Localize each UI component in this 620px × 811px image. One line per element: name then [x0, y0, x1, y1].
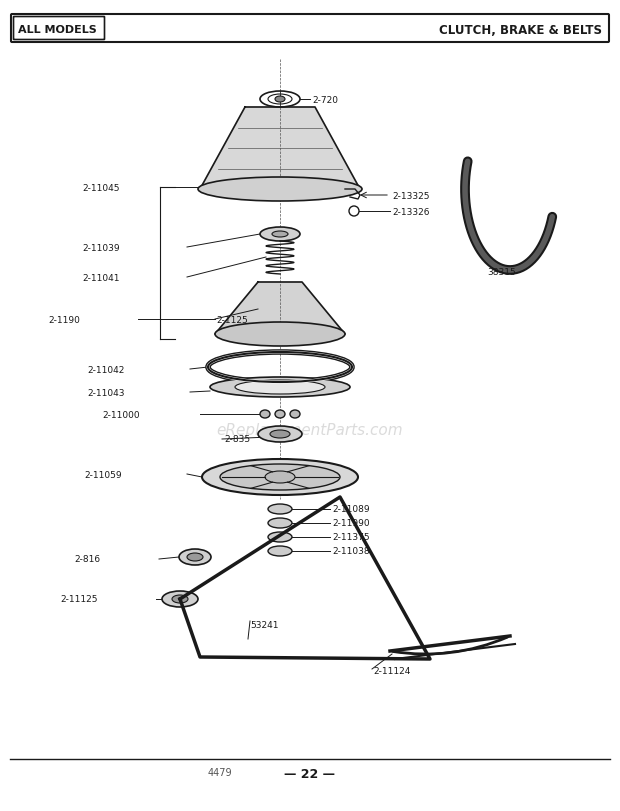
FancyBboxPatch shape	[11, 15, 609, 43]
Text: 53241: 53241	[250, 620, 278, 629]
FancyBboxPatch shape	[14, 18, 105, 41]
Ellipse shape	[210, 378, 350, 397]
Text: 2-720: 2-720	[312, 96, 338, 105]
Text: 38315: 38315	[487, 267, 516, 277]
Text: 2-11089: 2-11089	[332, 505, 370, 514]
Ellipse shape	[275, 97, 285, 103]
Text: eReplacementParts.com: eReplacementParts.com	[216, 422, 404, 437]
Ellipse shape	[162, 591, 198, 607]
Ellipse shape	[268, 532, 292, 543]
Ellipse shape	[272, 232, 288, 238]
Ellipse shape	[260, 410, 270, 418]
Text: 2-1125: 2-1125	[216, 315, 248, 324]
Text: 2-835: 2-835	[224, 435, 250, 444]
Text: 2-11043: 2-11043	[87, 388, 125, 397]
Text: 2-11124: 2-11124	[373, 667, 410, 676]
Text: 2-1190: 2-1190	[48, 315, 80, 324]
Text: 2-13325: 2-13325	[392, 191, 430, 200]
Ellipse shape	[187, 553, 203, 561]
Ellipse shape	[215, 323, 345, 346]
Text: 2-11059: 2-11059	[84, 470, 122, 479]
Ellipse shape	[268, 547, 292, 556]
Text: 2-11125: 2-11125	[61, 594, 98, 603]
Ellipse shape	[172, 595, 188, 603]
Text: 2-11045: 2-11045	[82, 183, 120, 192]
Ellipse shape	[265, 471, 295, 483]
Ellipse shape	[270, 431, 290, 439]
Text: — 22 —: — 22 —	[285, 767, 335, 780]
Ellipse shape	[268, 518, 292, 528]
Ellipse shape	[268, 504, 292, 514]
Text: 2-11038: 2-11038	[332, 547, 370, 556]
Text: CLUTCH, BRAKE & BELTS: CLUTCH, BRAKE & BELTS	[439, 24, 602, 36]
Ellipse shape	[258, 427, 302, 443]
Text: ALL MODELS: ALL MODELS	[18, 25, 97, 35]
Ellipse shape	[220, 465, 340, 491]
FancyArrowPatch shape	[392, 637, 507, 654]
Text: 2-11041: 2-11041	[82, 273, 120, 282]
Ellipse shape	[290, 410, 300, 418]
Text: 2-11042: 2-11042	[87, 365, 125, 374]
Text: 2-816: 2-816	[74, 555, 100, 564]
Polygon shape	[200, 108, 360, 190]
Ellipse shape	[202, 460, 358, 496]
Ellipse shape	[260, 228, 300, 242]
Text: 2-11375: 2-11375	[332, 533, 370, 542]
Text: 2-13326: 2-13326	[392, 208, 430, 217]
Text: 2-11000: 2-11000	[102, 410, 140, 419]
Polygon shape	[215, 283, 345, 335]
Ellipse shape	[198, 178, 362, 202]
Text: 2-11990: 2-11990	[332, 519, 370, 528]
Text: 2-11039: 2-11039	[82, 243, 120, 252]
Ellipse shape	[179, 549, 211, 565]
Ellipse shape	[235, 380, 325, 394]
Ellipse shape	[275, 410, 285, 418]
Text: 4479: 4479	[208, 767, 232, 777]
